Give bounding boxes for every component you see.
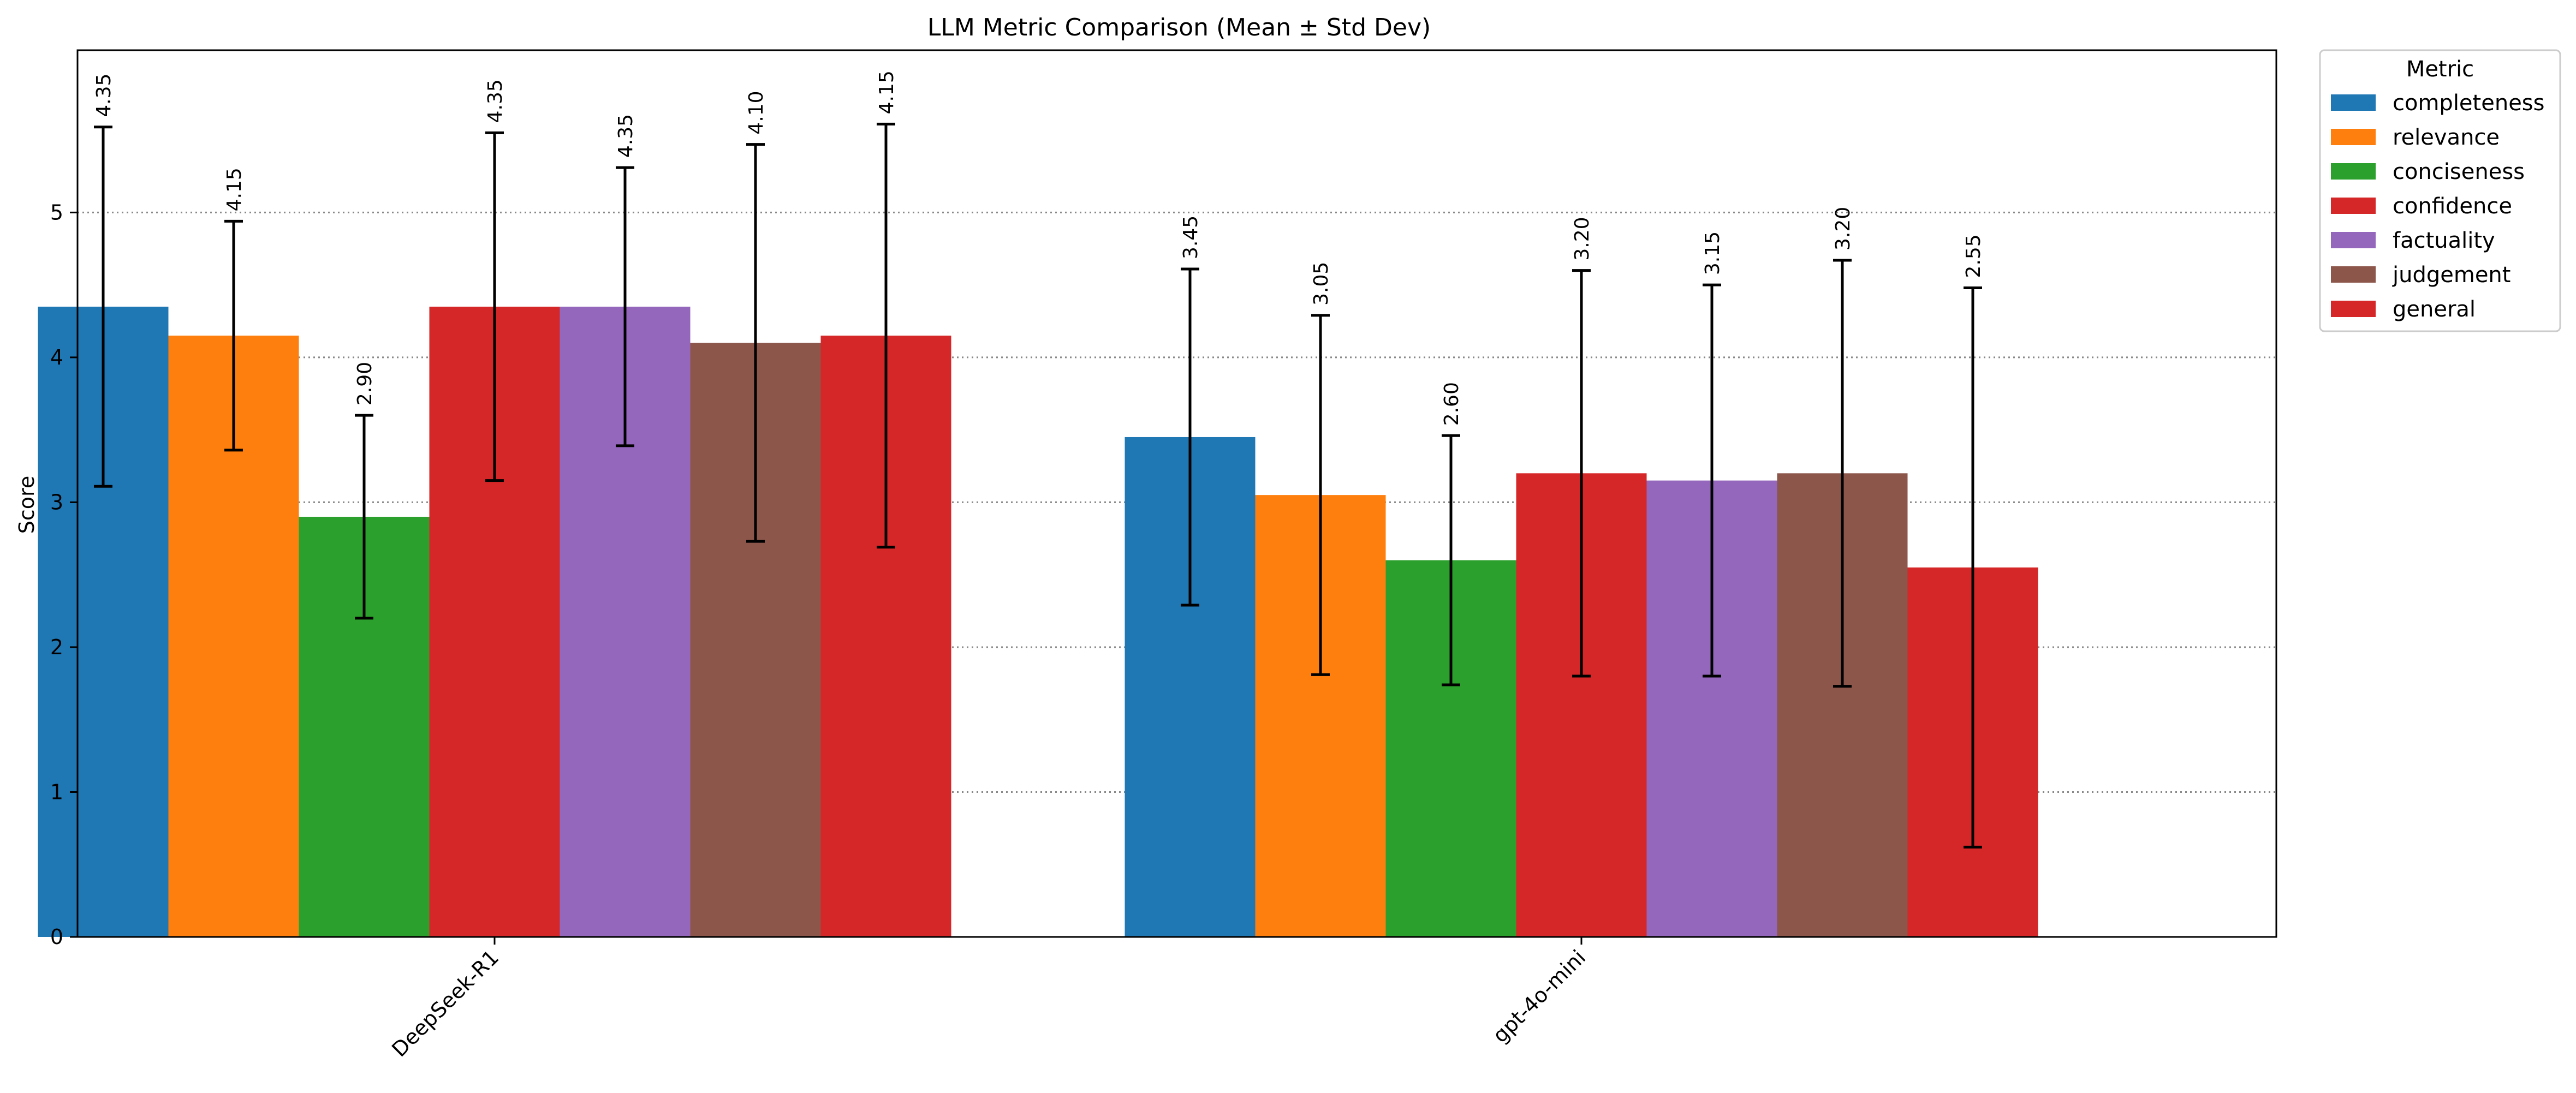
data-labels-layer: 4.35 4.15 2.90 4.35 4.35 4.10 4.15 3.45 3.05 2.60… xyxy=(93,70,1985,426)
x-tick-label: gpt-4o-mini xyxy=(1488,945,1590,1047)
legend-swatch-factuality xyxy=(2331,232,2376,248)
data-label: 2.60 xyxy=(1441,382,1463,426)
legend-label-judgement: judgement xyxy=(2392,262,2510,288)
y-axis-label: Score xyxy=(15,476,39,534)
legend-label-general: general xyxy=(2393,297,2476,322)
data-label: 3.45 xyxy=(1180,216,1202,259)
data-label: 4.35 xyxy=(484,79,507,123)
data-label: 2.55 xyxy=(1962,234,1985,278)
legend-label-confidence: confidence xyxy=(2393,194,2512,219)
legend-label-completeness: completeness xyxy=(2393,91,2544,116)
data-label: 3.20 xyxy=(1832,207,1854,250)
data-label: 4.35 xyxy=(615,114,637,158)
error-bars-layer xyxy=(94,122,1982,849)
x-axis: DeepSeek-R1 gpt-4o-mini xyxy=(387,937,1590,1061)
y-tick-label: 5 xyxy=(50,200,63,224)
legend-title: Metric xyxy=(2406,57,2474,82)
legend: Metric completenessrelevanceconcisenessc… xyxy=(2319,49,2561,332)
y-axis: 0 1 2 3 4 5 xyxy=(50,200,78,949)
legend-swatch-judgement xyxy=(2331,266,2376,283)
chart-title: LLM Metric Comparison (Mean ± Std Dev) xyxy=(927,14,1431,41)
legend-swatch-relevance xyxy=(2331,129,2376,145)
legend-label-conciseness: conciseness xyxy=(2393,159,2525,184)
y-tick-label: 2 xyxy=(50,635,63,659)
data-label: 3.20 xyxy=(1571,217,1593,260)
legend-swatch-confidence xyxy=(2331,198,2376,214)
plot-frame xyxy=(76,49,2277,938)
x-tick-label: DeepSeek-R1 xyxy=(387,945,503,1061)
legend-items: completeness relevance conciseness confiden… xyxy=(2331,91,2544,322)
data-label: 2.90 xyxy=(354,362,376,405)
legend-frame xyxy=(2319,49,2561,332)
bars-layer xyxy=(38,306,2038,937)
data-label: 4.15 xyxy=(876,70,898,114)
y-tick-label: 1 xyxy=(50,780,63,804)
data-label: 3.15 xyxy=(1702,231,1724,275)
legend-label-relevance: relevance xyxy=(2393,125,2500,150)
y-tick-label: 3 xyxy=(50,490,63,514)
data-label: 3.05 xyxy=(1310,262,1332,306)
legend-swatch-general xyxy=(2331,301,2376,317)
data-label: 4.15 xyxy=(223,168,246,211)
legend-swatch-completeness xyxy=(2331,94,2376,111)
data-label: 4.10 xyxy=(745,91,768,134)
legend-label-factuality: factuality xyxy=(2393,228,2495,253)
y-tick-label: 4 xyxy=(50,345,63,369)
legend-swatch-conciseness xyxy=(2331,163,2376,180)
data-label: 4.35 xyxy=(93,74,115,117)
y-tick-label: 0 xyxy=(50,925,63,949)
